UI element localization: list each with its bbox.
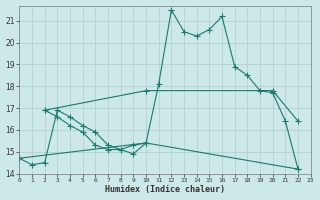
X-axis label: Humidex (Indice chaleur): Humidex (Indice chaleur) xyxy=(105,185,225,194)
